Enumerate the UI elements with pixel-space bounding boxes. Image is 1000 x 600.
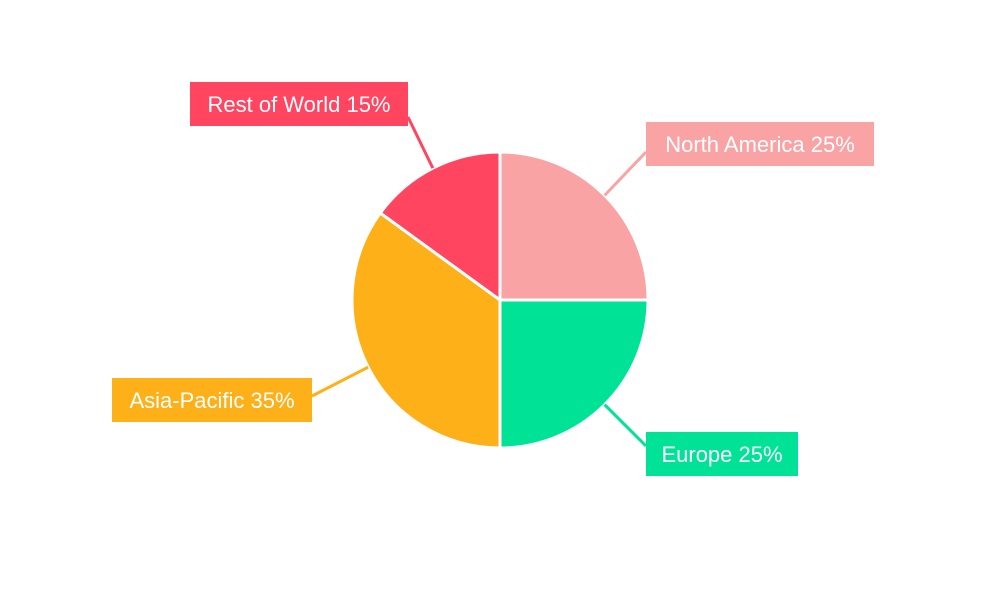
data-label-asia-pacific: Asia-Pacific 35% [129, 388, 294, 413]
leader-line-rest-of-world [406, 116, 435, 169]
leader-line-asia-pacific [311, 365, 369, 398]
pie-slice-north-america[interactable] [498, 150, 650, 302]
data-label-box-europe [646, 432, 798, 476]
data-label-box-asia-pacific [112, 378, 312, 422]
leader-line-north-america [603, 150, 648, 197]
data-label-box-north-america [646, 122, 874, 166]
leader-line-europe [603, 403, 648, 448]
data-label-europe: Europe 25% [661, 442, 782, 467]
data-label-box-rest-of-world [190, 82, 408, 126]
data-label-north-america: North America 25% [665, 132, 855, 157]
data-label-rest-of-world: Rest of World 15% [207, 92, 390, 117]
pie-slice-europe[interactable] [498, 298, 650, 450]
pie-slice-asia-pacific[interactable] [350, 210, 502, 450]
